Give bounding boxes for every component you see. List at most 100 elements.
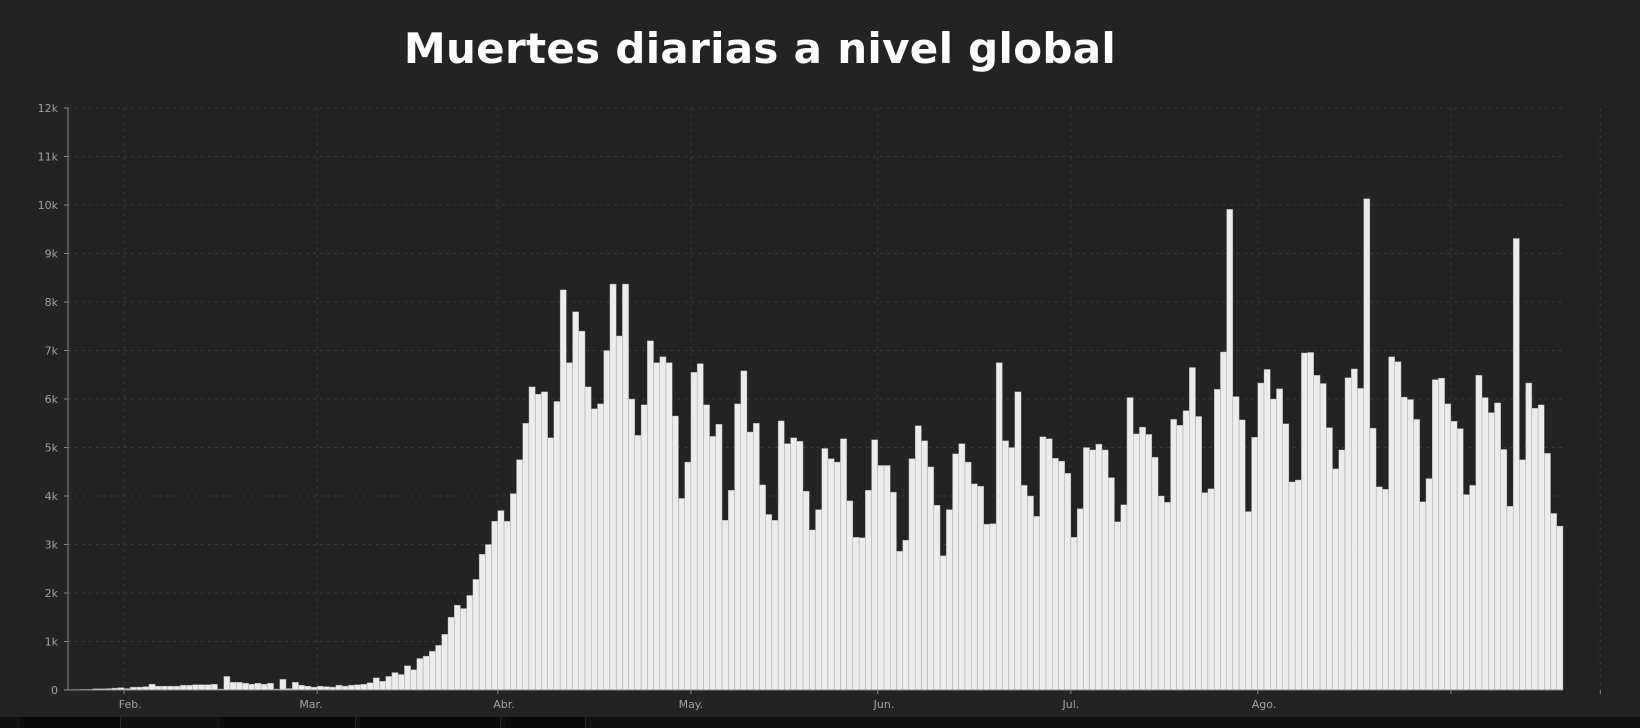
bar <box>1394 361 1402 691</box>
bar <box>995 362 1003 691</box>
x-tick-label: Jun. <box>873 698 895 711</box>
strip-segment <box>505 717 586 728</box>
label-layer: 0 1k 2k 3k 4k 5k 6k 7k 8k 9k 10k 11k 12k Feb. Mar. Abr.… <box>38 102 1277 711</box>
bar <box>634 435 642 691</box>
bar <box>454 604 461 691</box>
bar <box>161 685 168 691</box>
bar <box>952 453 959 691</box>
y-tick-label: 1k <box>45 636 59 649</box>
bar <box>1207 488 1215 691</box>
bar <box>914 425 922 691</box>
bar <box>316 685 324 691</box>
bar <box>254 683 262 691</box>
bar <box>192 684 200 691</box>
bar <box>242 683 249 691</box>
bar <box>809 529 816 691</box>
bar <box>528 386 536 691</box>
bar <box>1537 404 1545 691</box>
y-tick-label: 4k <box>45 490 59 503</box>
bar <box>971 483 978 691</box>
bar <box>1157 495 1165 691</box>
bar <box>1108 477 1115 691</box>
bar <box>1120 504 1128 691</box>
bar <box>890 491 897 691</box>
bar <box>1170 419 1177 691</box>
bar <box>734 403 741 691</box>
bar <box>958 443 966 691</box>
bar <box>1263 369 1271 691</box>
bar <box>1201 492 1209 691</box>
bar <box>615 335 623 691</box>
strip-segment <box>220 717 356 728</box>
bar <box>640 404 648 691</box>
bar <box>858 537 866 691</box>
bar <box>267 683 274 691</box>
bar <box>1226 209 1234 691</box>
bar <box>1382 489 1389 691</box>
bar <box>541 391 548 691</box>
y-tick-label: 12k <box>38 102 59 115</box>
strip-segment <box>20 717 121 728</box>
bar <box>1014 391 1022 691</box>
x-tick-label: Abr. <box>493 698 515 711</box>
y-tick-label: 10k <box>38 199 59 212</box>
bar <box>771 520 779 691</box>
bar <box>235 682 243 691</box>
bar <box>833 461 841 691</box>
bar <box>790 437 798 691</box>
bar <box>1475 375 1483 691</box>
bar <box>1232 396 1240 691</box>
bar <box>840 438 847 691</box>
bar <box>1531 408 1539 691</box>
bar <box>1357 388 1364 691</box>
bar <box>1020 485 1028 691</box>
bar <box>422 655 430 691</box>
bar <box>1456 428 1464 691</box>
bar <box>341 685 349 691</box>
bar <box>1276 388 1283 691</box>
bar <box>385 676 393 691</box>
bar <box>1145 434 1153 691</box>
bar <box>1095 443 1103 691</box>
bar <box>622 283 629 691</box>
bar <box>696 363 704 691</box>
bar <box>1151 457 1159 691</box>
y-tick-label: 9k <box>45 248 59 261</box>
bar <box>659 356 667 691</box>
bar <box>709 436 717 691</box>
bar <box>1039 436 1047 691</box>
bar <box>1363 198 1371 691</box>
bar <box>653 362 660 691</box>
bar <box>815 509 822 691</box>
bar <box>1245 511 1252 691</box>
bar <box>429 651 436 691</box>
bar <box>260 683 268 691</box>
bar <box>435 645 442 691</box>
bar <box>1494 402 1501 691</box>
bar <box>1294 479 1302 691</box>
bar <box>391 672 399 691</box>
bar <box>1238 419 1246 691</box>
bar <box>510 493 517 691</box>
bar <box>946 509 953 691</box>
bar <box>1089 449 1097 691</box>
bar <box>665 362 673 691</box>
bar <box>977 486 984 691</box>
bar <box>584 386 592 691</box>
chart-title: Muertes diarias a nivel global <box>403 24 1117 73</box>
bar <box>292 682 299 691</box>
bar <box>1488 412 1495 691</box>
bar <box>1070 537 1078 691</box>
bar <box>827 458 835 691</box>
bar <box>1083 447 1090 691</box>
bar <box>852 537 860 691</box>
bar <box>485 544 492 691</box>
bar <box>578 330 586 691</box>
x-tick-label: Jul. <box>1062 698 1080 711</box>
bar <box>1132 433 1140 691</box>
bar <box>983 523 991 691</box>
bar <box>1556 525 1564 691</box>
bar <box>1544 453 1551 691</box>
bar <box>1045 438 1053 691</box>
y-tick-label: 7k <box>45 345 59 358</box>
